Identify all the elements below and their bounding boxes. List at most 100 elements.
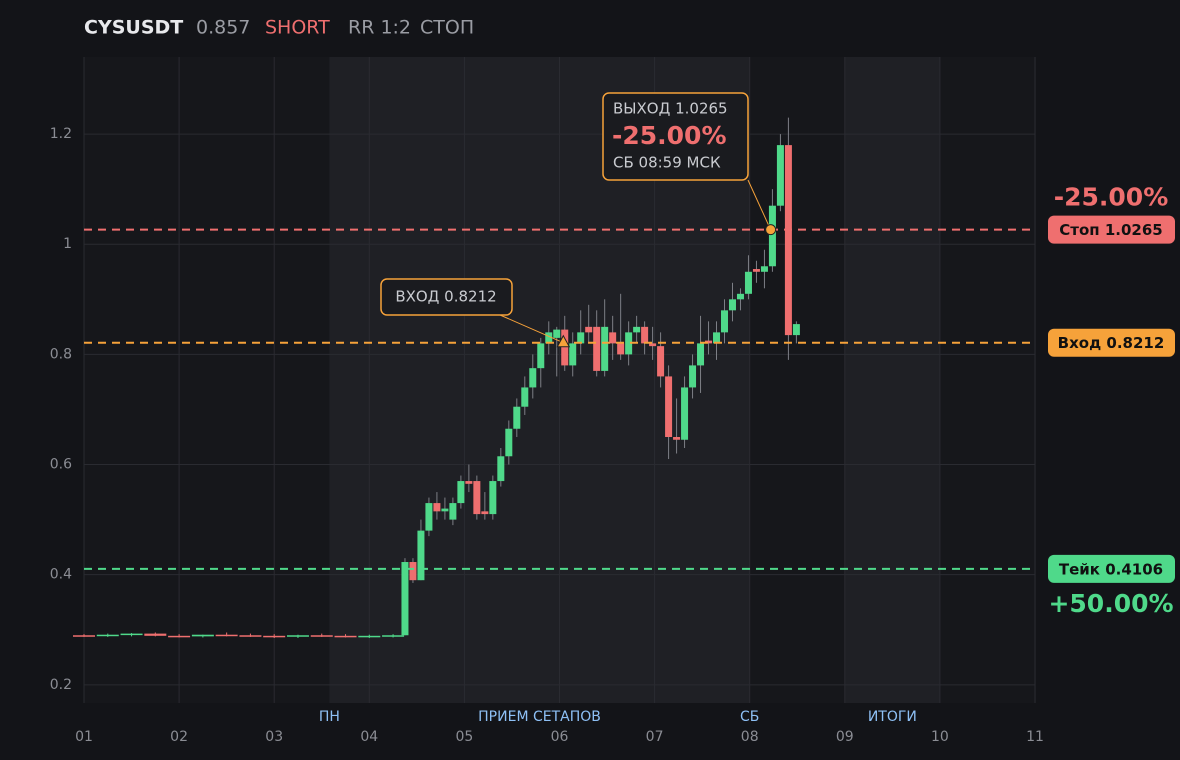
x-tick-label: 05 <box>455 729 473 745</box>
candle-body <box>215 634 238 637</box>
exit-time: СБ 08:59 МСК <box>613 154 721 172</box>
candle-body <box>744 271 752 294</box>
price: 0.857 <box>196 17 250 39</box>
level-pct: +50.00% <box>1048 589 1173 618</box>
x-tick-label: 04 <box>360 729 378 745</box>
period-label: СБ <box>740 709 759 725</box>
candle-body <box>310 635 333 637</box>
level-label: Стоп 1.0265 <box>1059 221 1162 239</box>
candle-body <box>537 343 545 369</box>
entry-box <box>380 278 513 316</box>
y-tick-label: 0.8 <box>50 346 72 362</box>
candle-body <box>239 635 262 637</box>
exit-marker <box>765 224 777 236</box>
candle-body <box>382 635 405 637</box>
candle-body <box>545 332 553 344</box>
candle-body <box>776 145 784 206</box>
level-pill <box>1048 328 1175 357</box>
candle-body <box>553 329 561 338</box>
x-tick-label: 08 <box>741 729 759 745</box>
side: SHORT <box>265 17 330 39</box>
candle-body <box>441 508 449 512</box>
candle-body <box>409 562 417 581</box>
level-label: Вход 0.8212 <box>1058 334 1165 352</box>
level-pill <box>1048 554 1175 583</box>
candle-body <box>649 343 657 347</box>
candle-body <box>673 437 681 440</box>
x-tick-label: 11 <box>1026 729 1044 745</box>
candle-body <box>728 299 736 311</box>
candle-body <box>625 332 633 355</box>
candle-body <box>760 266 768 272</box>
candle-body <box>768 205 776 267</box>
x-tick-label: 03 <box>265 729 283 745</box>
level-label: Тейк 0.4106 <box>1059 560 1163 578</box>
exit-box <box>602 92 749 181</box>
candle-body <box>633 326 641 333</box>
candle-body <box>792 324 800 336</box>
entry-pointer <box>499 314 564 344</box>
candle-body <box>601 326 609 371</box>
candle-body <box>697 343 705 366</box>
candle-body <box>286 635 309 637</box>
candle-body <box>561 329 569 366</box>
candle-body <box>593 326 601 371</box>
candle-body <box>425 503 433 531</box>
candle-body <box>457 481 465 504</box>
candle-body <box>569 343 577 366</box>
candle-body <box>465 481 473 484</box>
risk-reward: RR 1:2 <box>348 17 411 39</box>
entry-marker <box>556 334 571 348</box>
candle-body <box>736 293 744 300</box>
candle-body <box>529 368 537 388</box>
candle-body <box>263 635 286 638</box>
candle-body <box>617 343 625 355</box>
level-pill <box>1048 215 1175 244</box>
entry-label: ВХОД 0.8212 <box>395 288 496 306</box>
level-pct: -25.00% <box>1054 183 1169 212</box>
exit-pct: -25.00% <box>612 121 727 150</box>
candle-body <box>433 503 441 512</box>
y-tick-label: 0.4 <box>50 567 72 583</box>
candle-body <box>705 340 713 344</box>
candle-body <box>720 310 728 333</box>
symbol: CYSUSDT <box>84 17 183 39</box>
candle-body <box>521 387 529 407</box>
candle-body <box>334 635 357 638</box>
candle-body <box>168 635 191 638</box>
candle-body <box>641 326 649 344</box>
candle-body <box>120 633 143 636</box>
period-label: ПРИЕМ СЕТАПОВ <box>478 709 601 725</box>
x-tick-label: 10 <box>931 729 949 745</box>
y-tick-label: 1.2 <box>50 126 72 142</box>
candle-body <box>513 406 521 429</box>
x-tick-label: 02 <box>170 729 188 745</box>
candle-body <box>73 635 95 637</box>
candle-body <box>752 269 760 272</box>
candle-body <box>665 376 673 437</box>
y-tick-label: 0.6 <box>50 457 72 473</box>
candle-body <box>144 633 167 636</box>
candle-body <box>505 428 513 457</box>
status: СТОП <box>420 17 474 39</box>
candle-body <box>681 387 689 440</box>
y-tick-label: 0.2 <box>50 677 72 693</box>
exit-pointer <box>747 179 772 230</box>
candle-body <box>689 365 697 388</box>
candle-body <box>489 481 497 515</box>
candle-body <box>577 332 585 344</box>
candle-body <box>609 332 617 344</box>
session-band <box>844 57 940 703</box>
candle-body <box>497 456 505 482</box>
candle-body <box>784 145 792 336</box>
exit-label: ВЫХОД 1.0265 <box>613 100 728 118</box>
candle-body <box>473 481 481 515</box>
candle-body <box>401 562 409 636</box>
x-tick-label: 09 <box>836 729 854 745</box>
candle-body <box>191 634 214 637</box>
candle-body <box>657 346 665 377</box>
period-label: ИТОГИ <box>868 709 917 725</box>
y-tick-label: 1 <box>63 236 72 252</box>
candle-body <box>481 511 489 515</box>
